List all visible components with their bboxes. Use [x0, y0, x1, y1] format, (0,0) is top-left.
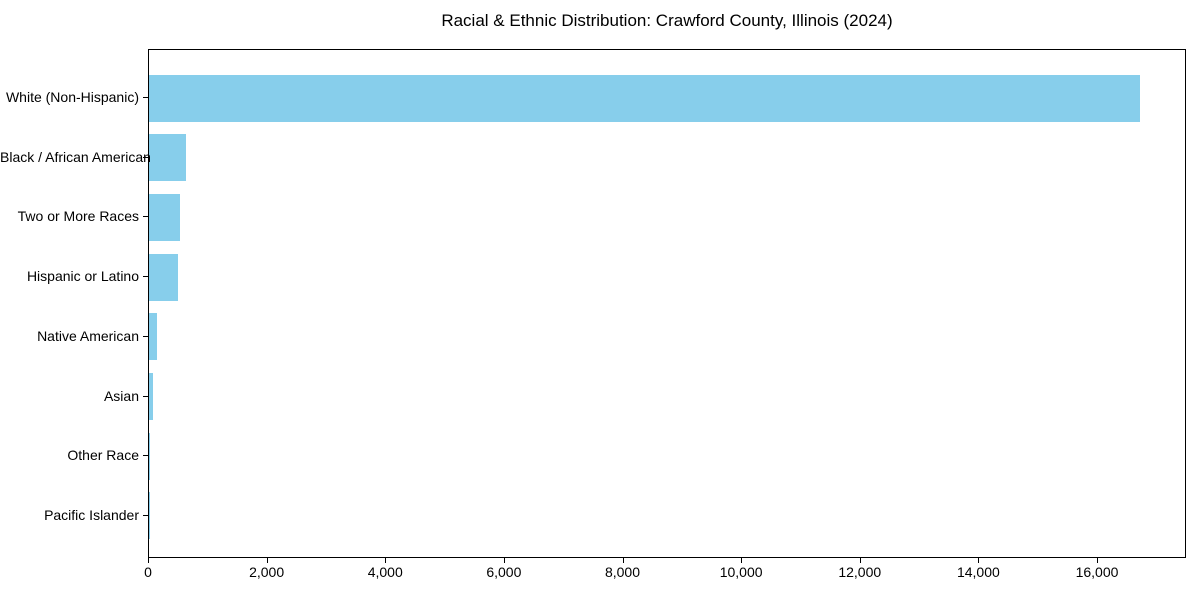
y-tick-label: Native American	[37, 327, 139, 344]
x-tick-mark	[503, 558, 505, 563]
y-tick-label: White (Non-Hispanic)	[5, 89, 139, 105]
y-tick-mark	[143, 156, 148, 158]
x-tick-mark	[1097, 558, 1099, 563]
bar-native-american	[149, 313, 157, 361]
y-tick-mark	[143, 395, 148, 397]
y-tick-label: Hispanic or Latino	[26, 268, 139, 285]
y-tick-label: Black / African American	[0, 148, 151, 165]
x-tick-mark	[859, 558, 861, 563]
y-tick-label: Other Race	[67, 447, 139, 464]
y-tick-label: Two or More Races	[17, 208, 139, 225]
x-tick-label: 14,000	[956, 564, 1000, 580]
x-tick-label: 4,000	[367, 564, 403, 580]
x-tick-label: 16,000	[1075, 564, 1119, 580]
bar-asian	[149, 373, 153, 420]
y-tick-mark	[143, 455, 148, 457]
y-tick-label: Asian	[103, 387, 139, 404]
y-tick-mark	[143, 514, 148, 516]
x-tick-label: 10,000	[719, 564, 763, 580]
bar-white-non-hispanic	[149, 74, 1140, 122]
y-tick-mark	[143, 335, 148, 337]
bar-other-race	[149, 432, 150, 480]
x-tick-label: 12,000	[838, 564, 882, 580]
plot-area	[148, 49, 1186, 558]
x-tick-mark	[266, 558, 268, 563]
y-tick-mark	[143, 216, 148, 218]
x-tick-label: 2,000	[249, 564, 285, 580]
x-tick-label: 6,000	[486, 564, 522, 580]
x-tick-label: 8,000	[604, 564, 641, 580]
x-tick-label: 0	[144, 564, 152, 580]
y-tick-mark	[143, 97, 148, 98]
x-tick-mark	[385, 558, 387, 563]
chart-title: Racial & Ethnic Distribution: Crawford C…	[441, 11, 893, 30]
bar-hispanic-or-latino	[149, 253, 179, 301]
bar-black-african-american	[149, 134, 187, 182]
x-tick-mark	[622, 558, 624, 563]
x-tick-mark	[148, 558, 149, 563]
x-tick-mark	[741, 558, 743, 563]
y-tick-label: Pacific Islander	[44, 506, 139, 523]
x-tick-mark	[978, 558, 980, 563]
y-tick-mark	[143, 276, 148, 278]
bar-two-or-more-races	[149, 193, 180, 241]
